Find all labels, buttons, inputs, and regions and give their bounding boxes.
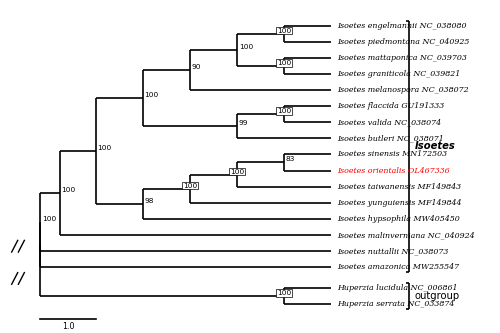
Text: 100: 100	[230, 168, 244, 174]
Text: 100: 100	[98, 145, 112, 151]
Text: Isoetes hypsophila MW405450: Isoetes hypsophila MW405450	[337, 215, 460, 223]
Text: 100: 100	[277, 60, 291, 66]
Text: Isoetes malinverniana NC_040924: Isoetes malinverniana NC_040924	[337, 231, 474, 239]
Text: Isoetes melanospora NC_038072: Isoetes melanospora NC_038072	[337, 86, 468, 94]
Text: 100: 100	[62, 187, 76, 193]
Text: 83: 83	[286, 157, 295, 163]
Text: Isoetes flaccida GU191333: Isoetes flaccida GU191333	[337, 102, 444, 110]
Text: Isoetes orientalis OL467336: Isoetes orientalis OL467336	[337, 166, 450, 174]
Text: Isoetes graniticola NC_039821: Isoetes graniticola NC_039821	[337, 70, 460, 78]
Text: Huperzia serrata NC_033874: Huperzia serrata NC_033874	[337, 300, 454, 308]
Text: Isoetes nuttallii NC_038073: Isoetes nuttallii NC_038073	[337, 247, 448, 255]
Text: Huperzia lucidula NC_006861: Huperzia lucidula NC_006861	[337, 284, 458, 292]
Text: 100: 100	[238, 44, 253, 50]
Text: 1.0: 1.0	[62, 322, 74, 331]
Text: Isoetes butleri NC_038071: Isoetes butleri NC_038071	[337, 134, 444, 142]
Text: 100: 100	[183, 182, 197, 189]
Text: Isoetes yunguiensis MF149844: Isoetes yunguiensis MF149844	[337, 199, 462, 207]
Text: Isoetes engelmannii NC_038080: Isoetes engelmannii NC_038080	[337, 22, 466, 30]
Text: 98: 98	[144, 198, 154, 204]
Text: 100: 100	[277, 28, 291, 34]
Text: Isoetes mattaponica NC_039703: Isoetes mattaponica NC_039703	[337, 54, 466, 62]
Text: Isoetes taiwanensis MF149843: Isoetes taiwanensis MF149843	[337, 182, 461, 190]
Text: Isoetes amazonica MW255547: Isoetes amazonica MW255547	[337, 263, 459, 271]
Text: Isoetes piedmontana NC_040925: Isoetes piedmontana NC_040925	[337, 38, 469, 46]
Text: 100: 100	[144, 92, 158, 98]
Text: 100: 100	[42, 216, 56, 222]
Text: 99: 99	[238, 120, 248, 126]
Text: 90: 90	[192, 64, 201, 70]
Text: 100: 100	[277, 290, 291, 296]
Text: 100: 100	[277, 108, 291, 114]
Text: Isoetes: Isoetes	[414, 142, 456, 152]
Text: outgroup: outgroup	[414, 291, 460, 301]
Text: Isoetes sinensis MN172503: Isoetes sinensis MN172503	[337, 151, 447, 159]
Text: Isoetes valida NC_038074: Isoetes valida NC_038074	[337, 118, 441, 126]
